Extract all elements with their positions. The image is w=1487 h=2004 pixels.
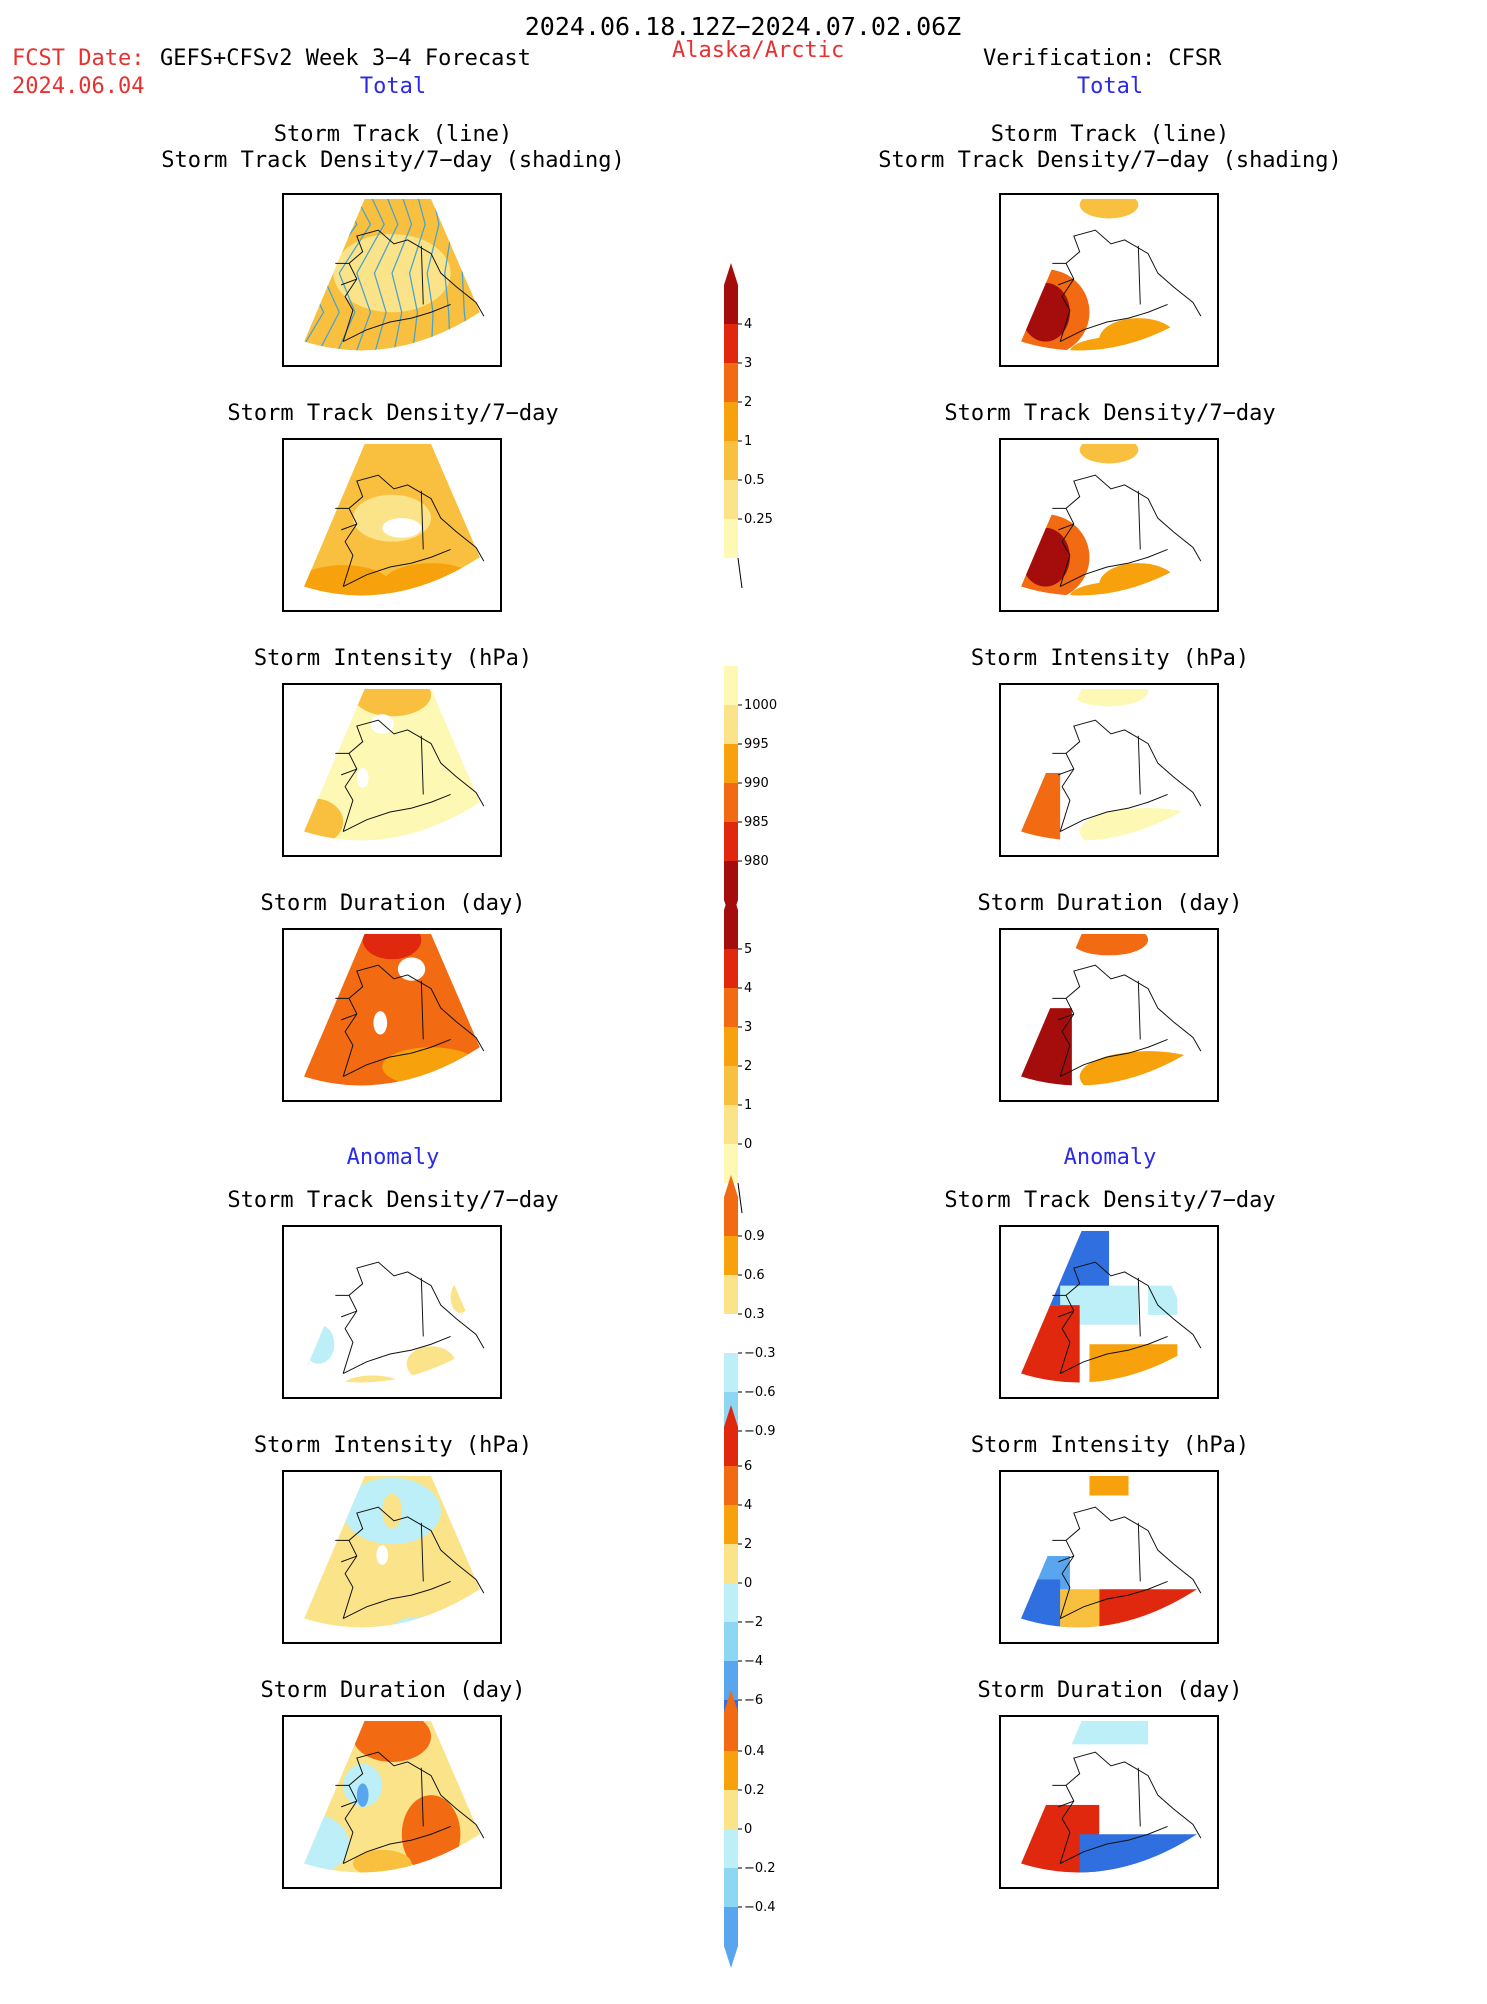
svg-text:1000: 1000 <box>744 698 777 713</box>
left-track-line-title: Storm Track (line) <box>273 122 513 147</box>
svg-text:980: 980 <box>744 854 769 869</box>
right-track-line-title: Storm Track (line) <box>990 122 1230 147</box>
svg-text:−0.4: −0.4 <box>744 1900 776 1915</box>
svg-text:0: 0 <box>744 1576 752 1591</box>
map-right-anom-density <box>999 1225 1219 1399</box>
map-left-duration <box>282 928 502 1102</box>
model-label: GEFS+CFSv2 Week 3−4 Forecast <box>160 46 531 71</box>
map-left-anom-intensity <box>282 1470 502 1644</box>
map-right-track <box>999 193 1219 367</box>
right-total-label: Total <box>1076 74 1144 99</box>
left-density-title: Storm Track Density/7−day <box>227 401 559 426</box>
svg-text:−0.2: −0.2 <box>744 1861 776 1876</box>
svg-text:−2: −2 <box>744 1615 763 1630</box>
svg-text:990: 990 <box>744 776 769 791</box>
map-right-anom-duration <box>999 1715 1219 1889</box>
svg-text:4: 4 <box>744 317 752 332</box>
svg-text:0.9: 0.9 <box>744 1229 765 1244</box>
svg-text:−4: −4 <box>744 1654 763 1669</box>
right-density-title: Storm Track Density/7−day <box>944 401 1276 426</box>
svg-text:0.2: 0.2 <box>744 1783 765 1798</box>
left-total-label: Total <box>359 74 427 99</box>
svg-text:985: 985 <box>744 815 769 830</box>
left-anom-duration-title: Storm Duration (day) <box>260 1678 526 1703</box>
svg-text:−0.6: −0.6 <box>744 1385 776 1400</box>
right-anom-density-title: Storm Track Density/7−day <box>944 1188 1276 1213</box>
map-right-intensity <box>999 683 1219 857</box>
svg-text:995: 995 <box>744 737 769 752</box>
map-right-density <box>999 438 1219 612</box>
svg-text:0: 0 <box>744 1822 752 1837</box>
map-left-anom-density <box>282 1225 502 1399</box>
svg-text:−6: −6 <box>744 1693 763 1708</box>
svg-text:0.4: 0.4 <box>744 1744 765 1759</box>
fcst-label: FCST Date: <box>12 46 145 71</box>
left-track-shading-title: Storm Track Density/7−day (shading) <box>161 148 625 173</box>
left-duration-title: Storm Duration (day) <box>260 891 526 916</box>
right-track-shading-title: Storm Track Density/7−day (shading) <box>878 148 1342 173</box>
map-left-track <box>282 193 502 367</box>
map-left-density <box>282 438 502 612</box>
svg-text:1: 1 <box>744 434 752 449</box>
left-anom-intensity-title: Storm Intensity (hPa) <box>253 1433 533 1458</box>
svg-text:4: 4 <box>744 1498 752 1513</box>
svg-text:2: 2 <box>744 1537 752 1552</box>
map-right-anom-intensity <box>999 1470 1219 1644</box>
svg-text:1: 1 <box>744 1098 752 1113</box>
svg-text:0.25: 0.25 <box>744 512 773 527</box>
svg-text:0.6: 0.6 <box>744 1268 765 1283</box>
svg-text:−0.3: −0.3 <box>744 1346 776 1361</box>
left-anom-density-title: Storm Track Density/7−day <box>227 1188 559 1213</box>
right-anom-intensity-title: Storm Intensity (hPa) <box>970 1433 1250 1458</box>
map-left-intensity <box>282 683 502 857</box>
svg-text:2: 2 <box>744 1059 752 1074</box>
left-anomaly-label: Anomaly <box>346 1145 440 1170</box>
svg-text:0.5: 0.5 <box>744 473 765 488</box>
left-intensity-title: Storm Intensity (hPa) <box>253 646 533 671</box>
right-anomaly-label: Anomaly <box>1063 1145 1157 1170</box>
map-left-anom-duration <box>282 1715 502 1889</box>
period-title: 2024.06.18.12Z−2024.07.02.06Z <box>524 12 962 41</box>
svg-text:0: 0 <box>744 1137 752 1152</box>
svg-text:−0.9: −0.9 <box>744 1424 776 1439</box>
right-duration-title: Storm Duration (day) <box>977 891 1243 916</box>
svg-text:5: 5 <box>744 942 752 957</box>
verification-label: Verification: CFSR <box>983 46 1222 71</box>
right-intensity-title: Storm Intensity (hPa) <box>970 646 1250 671</box>
region-label: Alaska/Arctic <box>672 38 845 63</box>
map-right-duration <box>999 928 1219 1102</box>
right-anom-duration-title: Storm Duration (day) <box>977 1678 1243 1703</box>
fcst-date: 2024.06.04 <box>12 74 145 99</box>
svg-text:0.3: 0.3 <box>744 1307 765 1322</box>
svg-text:6: 6 <box>744 1459 752 1474</box>
svg-text:3: 3 <box>744 1020 752 1035</box>
svg-text:2: 2 <box>744 395 752 410</box>
svg-text:3: 3 <box>744 356 752 371</box>
svg-text:4: 4 <box>744 981 752 996</box>
